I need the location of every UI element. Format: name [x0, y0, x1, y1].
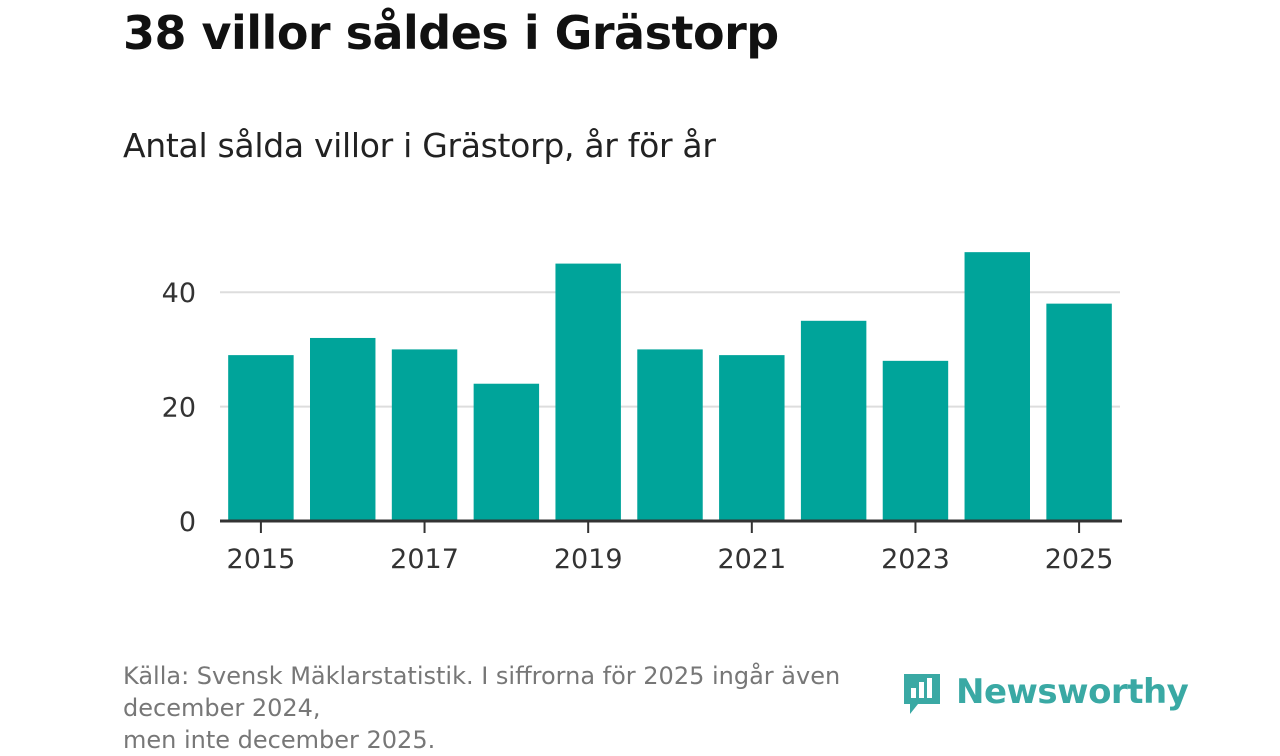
x-tick-labels: 2015 2017 2019 2021 2023 2025 — [227, 544, 1114, 575]
bar-2020 — [637, 349, 703, 521]
y-tick-label-0: 0 — [179, 507, 196, 538]
y-tick-label-20: 20 — [162, 393, 196, 424]
x-tick-label-2017: 2017 — [390, 544, 459, 575]
x-tick-label-2023: 2023 — [881, 544, 950, 575]
x-tick-label-2015: 2015 — [227, 544, 296, 575]
newsworthy-logo-text: Newsworthy — [956, 672, 1189, 712]
bar-2016 — [310, 337, 376, 521]
y-tick-label-40: 40 — [162, 278, 196, 309]
chart-title: 38 villor såldes i Grästorp — [123, 6, 779, 60]
source-line-2: men inte december 2025. — [123, 726, 436, 754]
newsworthy-logo: Newsworthy — [900, 668, 1189, 716]
bar-2019 — [555, 263, 621, 521]
bar-2015 — [228, 355, 294, 521]
x-axis — [220, 519, 1122, 533]
newsworthy-logo-icon — [904, 674, 940, 714]
source-line-1: Källa: Svensk Mäklarstatistik. I siffror… — [123, 662, 841, 722]
x-tick-label-2021: 2021 — [717, 544, 786, 575]
bar-chart: 0 20 40 2015 2017 2019 2021 2023 2025 — [162, 252, 1122, 575]
bar-2023 — [882, 360, 949, 521]
bar-2024 — [964, 252, 1030, 521]
chart-subtitle: Antal sålda villor i Grästorp, år för år — [123, 126, 716, 165]
source-note: Källa: Svensk Mäklarstatistik. I siffror… — [123, 660, 923, 756]
bar-2025 — [1046, 303, 1112, 521]
x-tick-label-2019: 2019 — [554, 544, 623, 575]
bar-2022 — [800, 320, 867, 521]
bar-2018 — [473, 383, 540, 521]
bar-2017 — [391, 349, 458, 521]
x-tick-label-2025: 2025 — [1045, 544, 1114, 575]
bar-2021 — [719, 355, 785, 521]
bars — [228, 252, 1112, 521]
y-tick-labels: 0 20 40 — [162, 278, 196, 538]
